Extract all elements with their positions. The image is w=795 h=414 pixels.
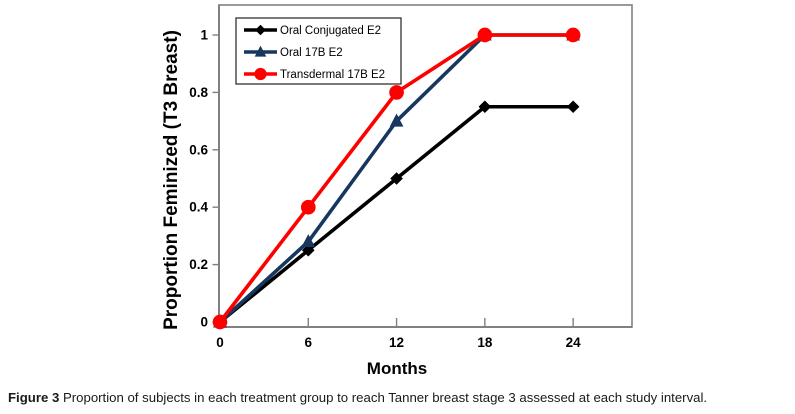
y-tick-label: 0.4 bbox=[189, 200, 208, 215]
figure-caption-label: Figure 3 bbox=[8, 390, 60, 405]
y-tick-label: 0.6 bbox=[189, 142, 208, 157]
series-circle bbox=[212, 27, 581, 330]
y-tick-label: 0 bbox=[200, 315, 208, 330]
data-point-marker bbox=[565, 27, 581, 43]
data-point-marker bbox=[212, 314, 228, 330]
x-axis-title: Months bbox=[366, 359, 428, 378]
data-point-marker bbox=[390, 172, 403, 185]
data-point-marker bbox=[301, 234, 316, 248]
legend-item: Transdermal 17B E2 bbox=[244, 67, 385, 81]
x-tick-label: 12 bbox=[389, 335, 404, 350]
x-axis-ticks: 0 6 12 18 24 bbox=[216, 318, 581, 350]
chart-canvas: 0 6 12 18 24 0 0.2 0.4 0.6 0.8 1 Oral Conjugated E2… bbox=[189, 4, 633, 350]
data-point-marker bbox=[477, 27, 493, 43]
y-tick-label: 0.8 bbox=[189, 85, 208, 100]
series-line bbox=[218, 104, 575, 324]
legend-marker bbox=[254, 45, 267, 57]
data-point-marker bbox=[300, 199, 316, 215]
data-point-marker bbox=[389, 113, 404, 127]
data-point-marker bbox=[566, 100, 580, 114]
data-point-marker bbox=[389, 85, 404, 100]
x-tick-label: 24 bbox=[566, 335, 582, 350]
legend-label: Transdermal 17B E2 bbox=[280, 69, 385, 81]
legend-label: Oral 17B E2 bbox=[280, 47, 343, 59]
y-axis-title: Proportion Feminized (T3 Breast) bbox=[161, 30, 182, 330]
data-point-marker bbox=[478, 100, 492, 114]
series-diamond bbox=[213, 100, 580, 329]
x-tick-label: 18 bbox=[477, 335, 493, 350]
x-tick-label: 0 bbox=[216, 335, 224, 350]
legend: Oral Conjugated E2 Oral 17B E2 Transdermal… bbox=[235, 17, 402, 85]
y-axis-ticks: 0 0.2 0.4 0.6 0.8 1 bbox=[189, 28, 219, 330]
figure-caption-text: Proportion of subjects in each treatment… bbox=[62, 390, 708, 405]
legend-item: Oral Conjugated E2 bbox=[244, 24, 381, 37]
legend-label: Oral Conjugated E2 bbox=[280, 25, 381, 37]
y-tick-label: 1 bbox=[200, 28, 208, 43]
legend-marker bbox=[254, 67, 267, 81]
x-tick-label: 6 bbox=[305, 335, 313, 350]
figure-caption: Figure 3 Proportion of subjects in each … bbox=[8, 390, 788, 407]
y-tick-label: 0.2 bbox=[189, 257, 208, 272]
legend-marker bbox=[255, 24, 266, 36]
legend-item: Oral 17B E2 bbox=[244, 45, 343, 59]
